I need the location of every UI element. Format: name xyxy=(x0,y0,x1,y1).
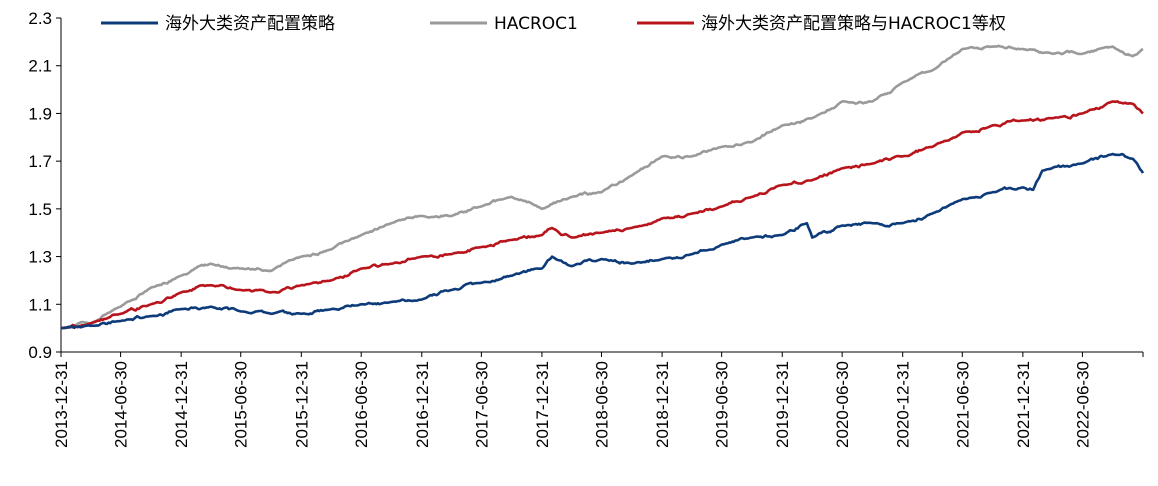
x-tick-label: 2021-06-30 xyxy=(953,361,972,448)
x-tick-label: 2020-12-31 xyxy=(894,361,913,448)
x-tick-label: 2016-06-30 xyxy=(352,361,371,448)
legend-label: 海外大类资产配置策略与HACROC1等权 xyxy=(701,14,1006,34)
x-tick-label: 2013-12-31 xyxy=(52,361,71,448)
y-axis: 0.9 1.1 1.3 1.5 1.7 1.9 2.1 2.3 xyxy=(28,9,62,362)
x-tick-label: 2019-12-31 xyxy=(773,361,792,448)
x-tick-label: 2014-06-30 xyxy=(112,361,131,448)
x-tick-label: 2016-12-31 xyxy=(413,361,432,448)
x-tick-label: 2018-12-31 xyxy=(653,361,672,448)
legend: 海外大类资产配置策略 HACROC1 海外大类资产配置策略与HACROC1等权 xyxy=(101,14,1006,34)
y-tick-label: 0.9 xyxy=(28,343,52,362)
x-tick-label: 2021-12-31 xyxy=(1014,361,1033,448)
x-tick-label: 2020-06-30 xyxy=(833,361,852,448)
legend-label: HACROC1 xyxy=(494,14,578,34)
y-tick-label: 2.3 xyxy=(28,9,52,28)
x-tick-label: 2017-06-30 xyxy=(472,361,491,448)
x-tick-label: 2014-12-31 xyxy=(172,361,191,448)
x-tick-label: 2018-06-30 xyxy=(593,361,612,448)
x-tick-label: 2015-06-30 xyxy=(232,361,251,448)
y-tick-label: 1.9 xyxy=(28,104,52,123)
x-tick-label: 2019-06-30 xyxy=(713,361,732,448)
y-tick-label: 1.7 xyxy=(28,152,52,171)
x-tick-label: 2015-12-31 xyxy=(292,361,311,448)
series-line xyxy=(61,44,1144,330)
x-axis: 2013-12-31 2014-06-30 2014-12-31 2015-06-30… xyxy=(52,351,1144,448)
legend-label: 海外大类资产配置策略 xyxy=(165,14,335,34)
x-tick-label: 2022-06-30 xyxy=(1073,361,1092,448)
y-tick-label: 2.1 xyxy=(28,57,52,76)
y-tick-label: 1.1 xyxy=(28,295,52,314)
plot-area xyxy=(61,44,1145,330)
x-tick-label: 2017-12-31 xyxy=(533,361,552,448)
series-line xyxy=(61,152,1145,330)
series-line xyxy=(61,100,1144,330)
y-tick-label: 1.5 xyxy=(28,200,52,219)
y-tick-label: 1.3 xyxy=(28,248,52,267)
